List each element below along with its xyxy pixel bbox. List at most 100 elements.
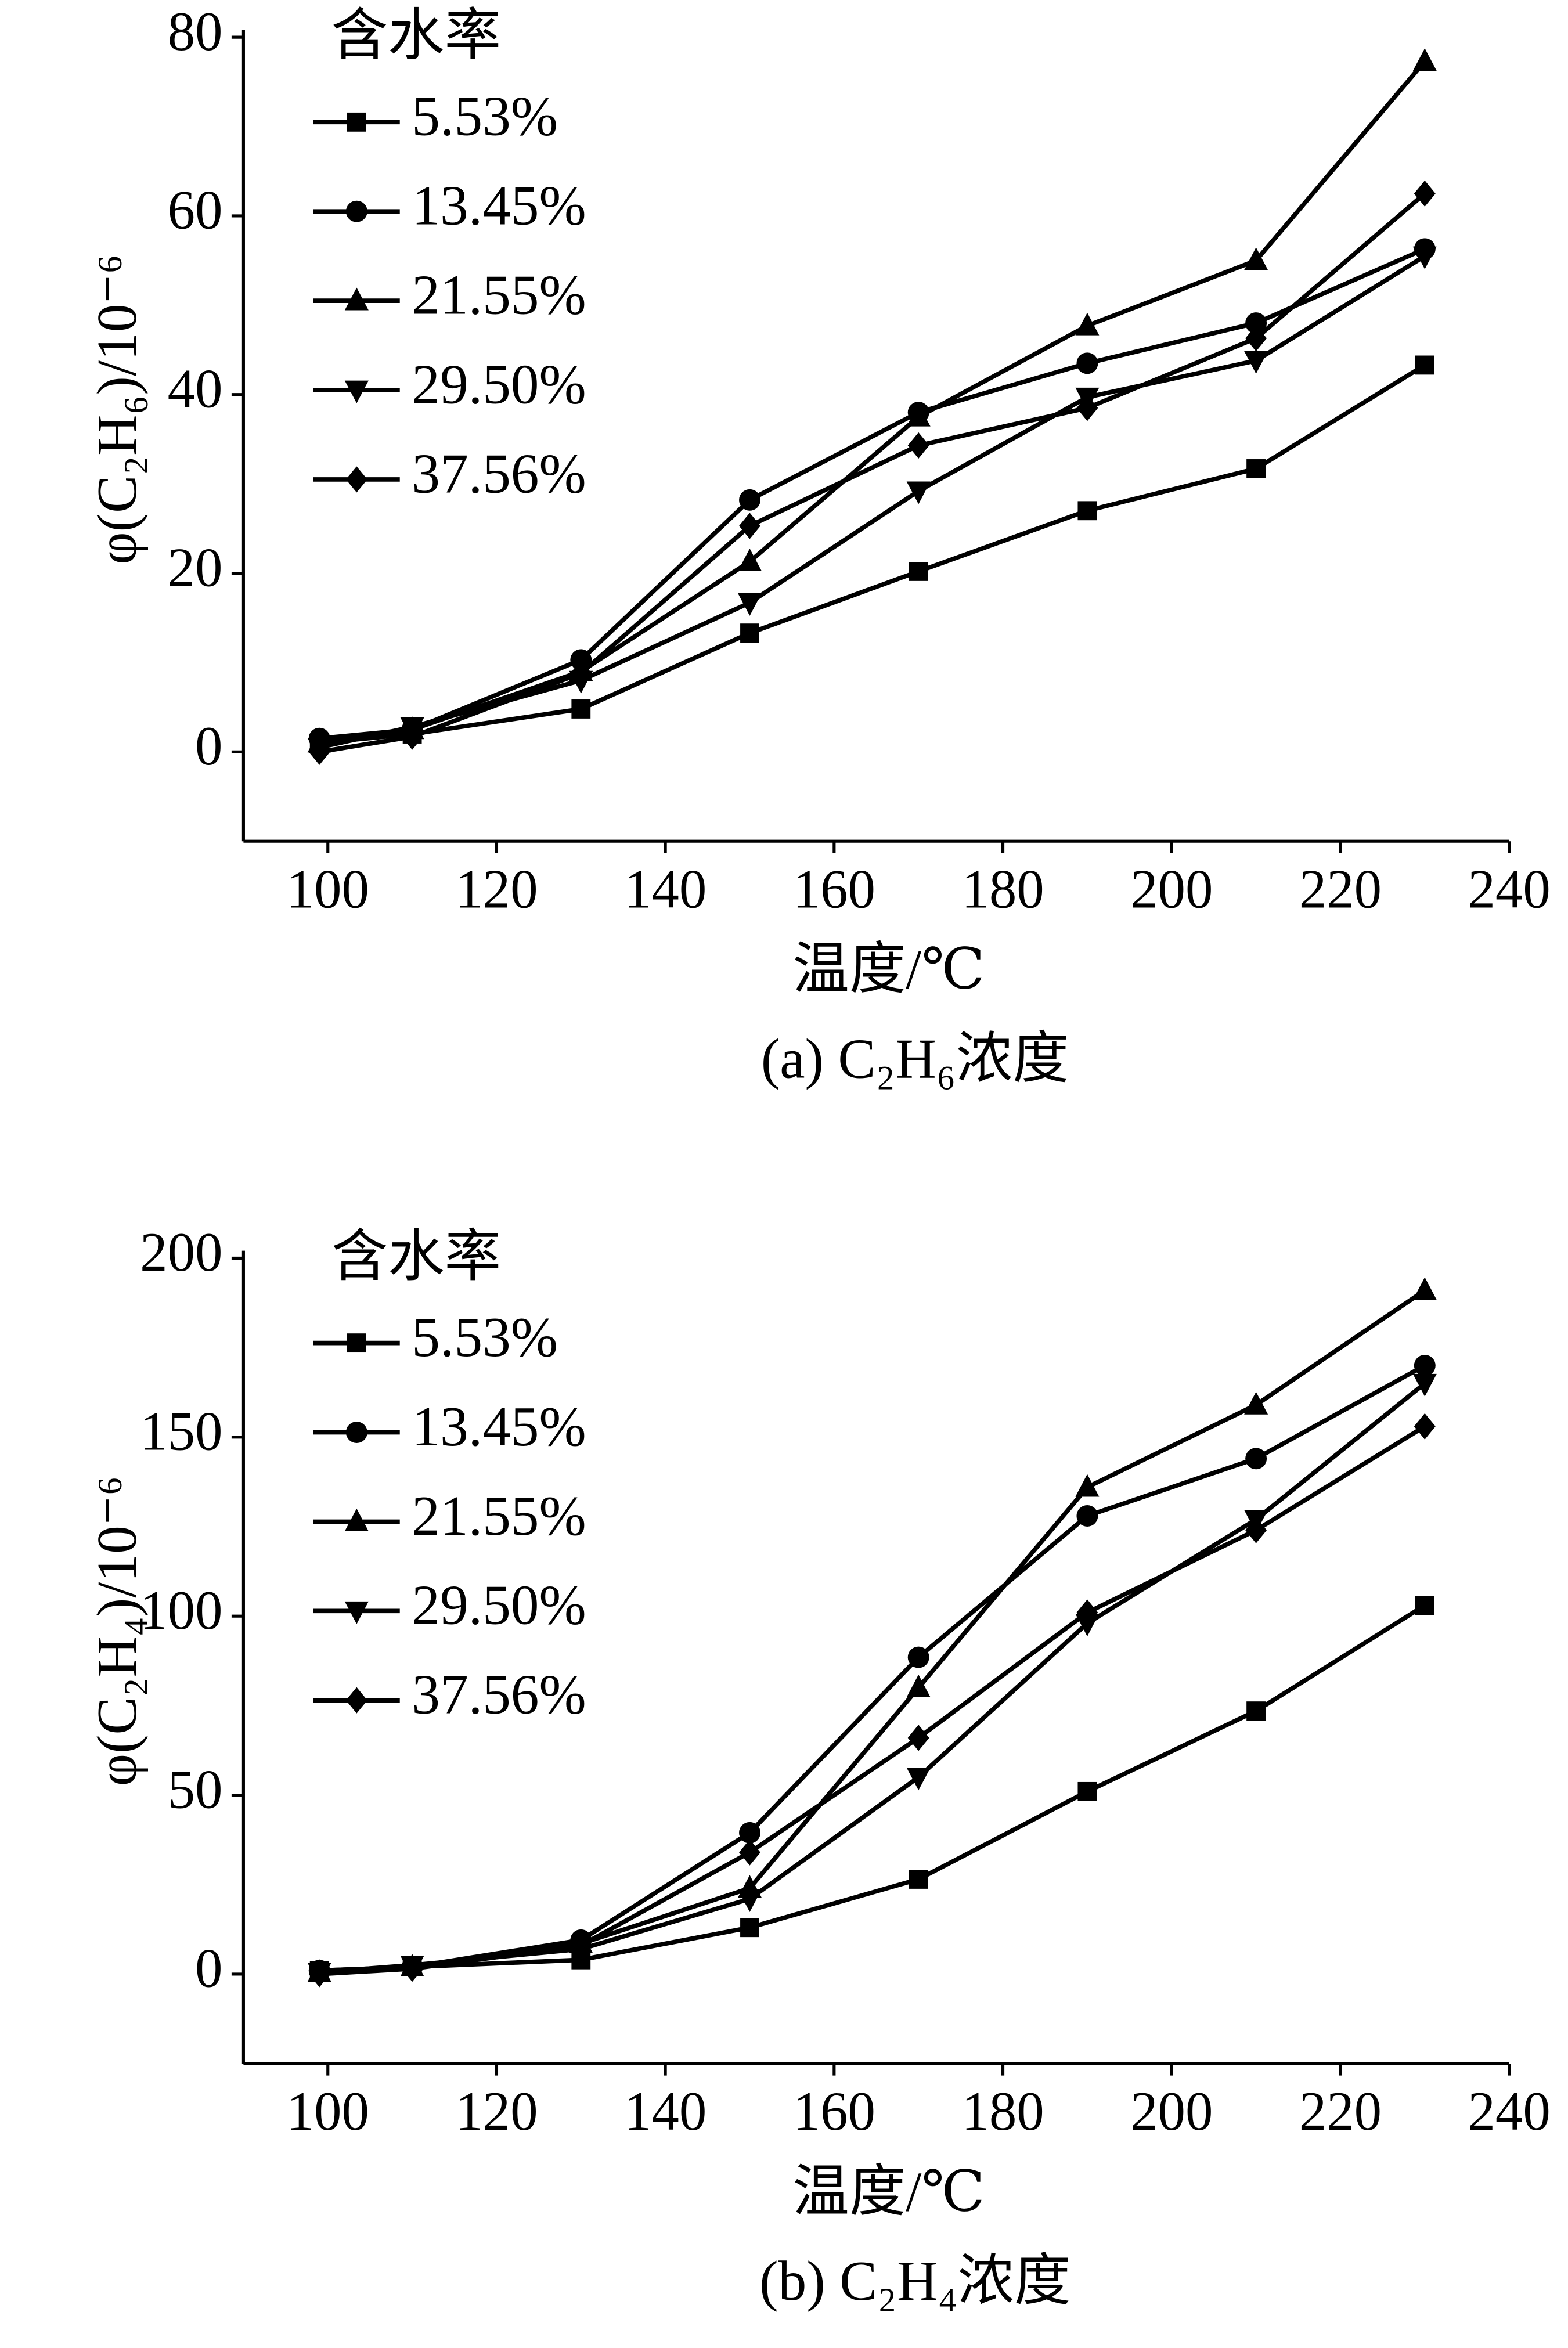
- y-axis-label: φ(C₂H₆)/10⁻⁶: [86, 254, 149, 564]
- legend-label: 13.45%: [412, 1395, 586, 1458]
- marker: [740, 623, 759, 643]
- marker: [401, 1956, 423, 1982]
- marker: [739, 513, 760, 539]
- marker: [740, 1918, 759, 1938]
- series-line: [319, 192, 1426, 755]
- marker: [344, 1601, 369, 1624]
- x-axis-label: 温度/℃: [792, 938, 985, 1001]
- marker: [1412, 246, 1437, 269]
- marker: [1076, 395, 1098, 421]
- x-tick-label: 100: [287, 858, 369, 919]
- marker: [907, 432, 929, 459]
- marker: [344, 380, 369, 403]
- marker: [570, 1932, 592, 1959]
- marker: [1076, 352, 1098, 374]
- legend-title: 含水率: [331, 5, 501, 67]
- marker: [1246, 459, 1266, 478]
- marker: [1414, 1413, 1436, 1440]
- series-line: [319, 1603, 1426, 1973]
- x-tick-label: 200: [1130, 858, 1213, 919]
- marker: [570, 660, 592, 687]
- legend-label: 37.56%: [412, 442, 586, 505]
- y-tick-label: 80: [168, 1, 223, 62]
- marker: [909, 1870, 928, 1889]
- y-tick-label: 50: [168, 1758, 223, 1820]
- marker: [739, 1822, 760, 1844]
- marker: [906, 1768, 931, 1791]
- legend-label: 21.55%: [412, 1485, 586, 1548]
- legend-label: 37.56%: [412, 1664, 586, 1726]
- marker: [1244, 351, 1268, 374]
- chart-title: (a) C₂H₆浓度: [761, 1027, 1069, 1090]
- marker: [906, 481, 931, 504]
- marker: [345, 466, 367, 493]
- marker: [345, 1422, 367, 1443]
- marker: [909, 562, 928, 581]
- marker: [1077, 1781, 1097, 1801]
- x-tick-label: 240: [1468, 2080, 1550, 2142]
- marker: [347, 112, 366, 132]
- series-line: [319, 1424, 1426, 1976]
- marker: [344, 287, 369, 311]
- x-tick-label: 120: [455, 858, 538, 919]
- x-tick-label: 140: [624, 858, 706, 919]
- x-tick-label: 200: [1130, 2080, 1213, 2142]
- marker: [739, 489, 760, 511]
- marker: [737, 593, 762, 616]
- x-tick-label: 120: [455, 2080, 538, 2142]
- marker: [571, 699, 591, 719]
- x-tick-label: 160: [793, 2080, 875, 2142]
- legend-label: 5.53%: [412, 1306, 558, 1369]
- x-tick-label: 100: [287, 2080, 369, 2142]
- legend-label: 29.50%: [412, 1574, 586, 1637]
- legend-label: 5.53%: [412, 85, 558, 148]
- marker: [1245, 312, 1267, 334]
- marker: [1412, 48, 1437, 71]
- marker: [739, 1839, 760, 1866]
- marker: [1415, 355, 1434, 375]
- marker: [1412, 1373, 1437, 1397]
- legend-label: 13.45%: [412, 175, 586, 237]
- legend-title: 含水率: [331, 1225, 501, 1288]
- y-tick-label: 100: [140, 1579, 222, 1641]
- legend-label: 21.55%: [412, 264, 586, 326]
- marker: [737, 548, 762, 571]
- marker: [345, 1687, 367, 1714]
- chart-title: (b) C₂H₄浓度: [759, 2250, 1070, 2313]
- marker: [1245, 1448, 1267, 1470]
- x-tick-label: 140: [624, 2080, 706, 2142]
- x-tick-label: 220: [1299, 858, 1382, 919]
- y-axis-label: φ(C₂H₄)/10⁻⁶: [86, 1476, 149, 1786]
- marker: [344, 1508, 369, 1531]
- marker: [1245, 325, 1267, 352]
- marker: [1076, 1505, 1098, 1527]
- marker: [1075, 312, 1100, 336]
- chart: 0 20 40 60 80 100 120 140 160 180 200 220 240 温度/℃ φ(C…: [86, 1, 1551, 1090]
- marker: [1415, 1596, 1434, 1615]
- marker: [737, 1889, 762, 1912]
- y-tick-label: 20: [168, 536, 223, 598]
- marker: [1075, 1474, 1100, 1497]
- x-tick-label: 240: [1468, 858, 1550, 919]
- marker: [907, 1725, 929, 1751]
- marker: [1244, 247, 1268, 270]
- marker: [906, 403, 931, 427]
- series-line: [319, 254, 1426, 750]
- series-line: [319, 363, 1426, 745]
- marker: [308, 738, 330, 765]
- y-tick-label: 40: [168, 358, 223, 420]
- legend-label: 29.50%: [412, 353, 586, 416]
- x-axis-label: 温度/℃: [792, 2161, 985, 2223]
- x-tick-label: 180: [961, 2080, 1044, 2142]
- x-tick-label: 180: [961, 858, 1044, 919]
- y-tick-label: 0: [195, 715, 222, 777]
- marker: [1412, 1277, 1437, 1300]
- y-tick-label: 0: [195, 1938, 222, 1999]
- marker: [1245, 1517, 1267, 1543]
- marker: [347, 1333, 366, 1353]
- marker: [1077, 501, 1097, 521]
- y-tick-label: 150: [140, 1401, 222, 1462]
- chart: 0 50 100 150 200 100 120 140 160 180 200 220 240 温度/℃…: [86, 1221, 1551, 2313]
